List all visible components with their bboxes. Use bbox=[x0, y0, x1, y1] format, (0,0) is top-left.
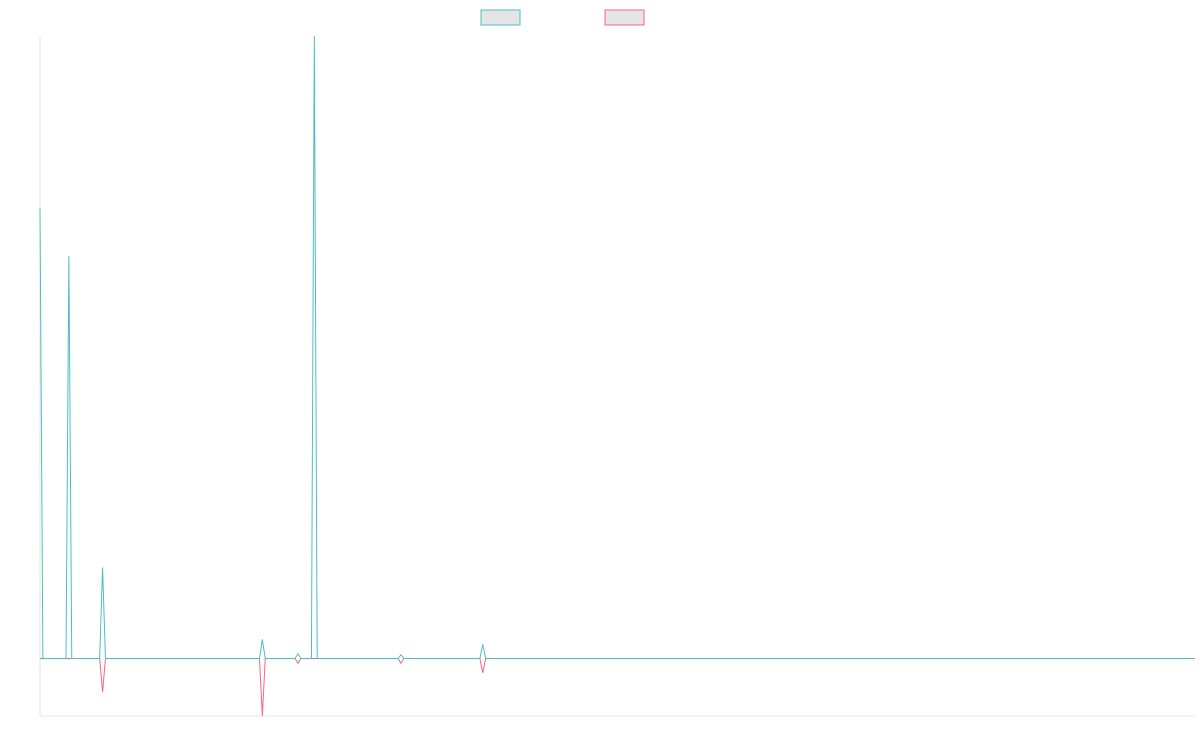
legend-swatch-1[interactable] bbox=[604, 9, 645, 26]
series-line-0 bbox=[39, 35, 1195, 660]
series-line-1 bbox=[40, 658, 1195, 717]
axes bbox=[39, 36, 1195, 717]
legend bbox=[480, 9, 645, 26]
series-layer bbox=[39, 35, 1195, 717]
legend-swatch-0[interactable] bbox=[480, 9, 521, 26]
